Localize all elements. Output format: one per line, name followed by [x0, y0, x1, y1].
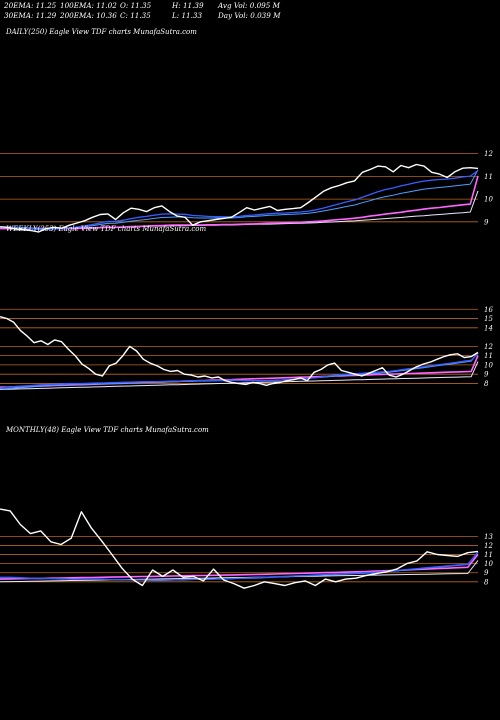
y-tick-label: 11 — [484, 551, 493, 559]
y-tick-label: 11 — [484, 352, 493, 360]
y-tick-label: 12 — [484, 150, 493, 158]
y-tick-label: 8 — [484, 380, 489, 388]
y-tick-label: 14 — [484, 324, 493, 332]
ema30-value: 30EMA: 11.29 — [4, 11, 57, 20]
monthly-panel-label: MONTHLY(48) Eagle View TDF charts Munafa… — [6, 426, 209, 434]
ema100-line — [0, 175, 479, 230]
y-tick-label: 9 — [484, 371, 489, 379]
y-tick-label: 16 — [484, 306, 493, 314]
y-tick-label: 12 — [484, 343, 493, 351]
y-tick-label: 8 — [484, 578, 489, 586]
day-volume-value: Day Vol: 0.039 M — [218, 11, 281, 20]
open-value: O: 11.35 — [120, 1, 152, 10]
y-tick-label: 9 — [484, 218, 489, 226]
high-value: H: 11.39 — [172, 1, 204, 10]
ema30-line — [0, 551, 479, 581]
y-tick-label: 15 — [484, 315, 493, 323]
ema100-value: 100EMA: 11.02 — [60, 1, 117, 10]
close-value: C: 11.35 — [120, 11, 151, 20]
ema100-line — [0, 553, 479, 580]
ema20-line — [0, 170, 479, 231]
ema200-line — [0, 560, 479, 583]
avg-volume-value: Avg Vol: 0.095 M — [218, 1, 280, 10]
y-tick-label: 10 — [484, 361, 493, 369]
price-line — [0, 316, 479, 386]
price-line — [0, 508, 479, 589]
y-tick-label: 12 — [484, 542, 493, 550]
price-line — [0, 163, 479, 233]
ema200-value: 200EMA: 10.36 — [60, 11, 117, 20]
ema20-line — [0, 551, 479, 581]
ema20-value: 20EMA: 11.25 — [4, 1, 57, 10]
ema20-line — [0, 352, 479, 389]
y-tick-label: 9 — [484, 569, 489, 577]
y-tick-label: 13 — [484, 533, 493, 541]
indicator-row-1: 20EMA: 11.25 100EMA: 11.02 O: 11.35 H: 11.3… — [4, 1, 280, 11]
indicator-header: 20EMA: 11.25 100EMA: 11.02 O: 11.35 H: 11.3… — [4, 1, 280, 21]
daily-panel-label: DAILY(250) Eagle View TDF charts MunafaS… — [6, 28, 197, 36]
y-tick-label: 11 — [484, 173, 493, 181]
ema200-line — [0, 190, 479, 230]
ema100-line — [0, 355, 479, 388]
indicator-row-2: 30EMA: 11.29 200EMA: 10.36 C: 11.35 L: 11.3… — [4, 11, 280, 21]
weekly-panel-label: WEEKLY(253) Eagle View TDF charts Munafa… — [6, 225, 207, 233]
y-tick-label: 10 — [484, 196, 493, 204]
y-tick-label: 10 — [484, 560, 493, 568]
chart-panel-0: 12 11 10 9 — [0, 150, 493, 233]
low-value: L: 11.33 — [172, 11, 203, 20]
